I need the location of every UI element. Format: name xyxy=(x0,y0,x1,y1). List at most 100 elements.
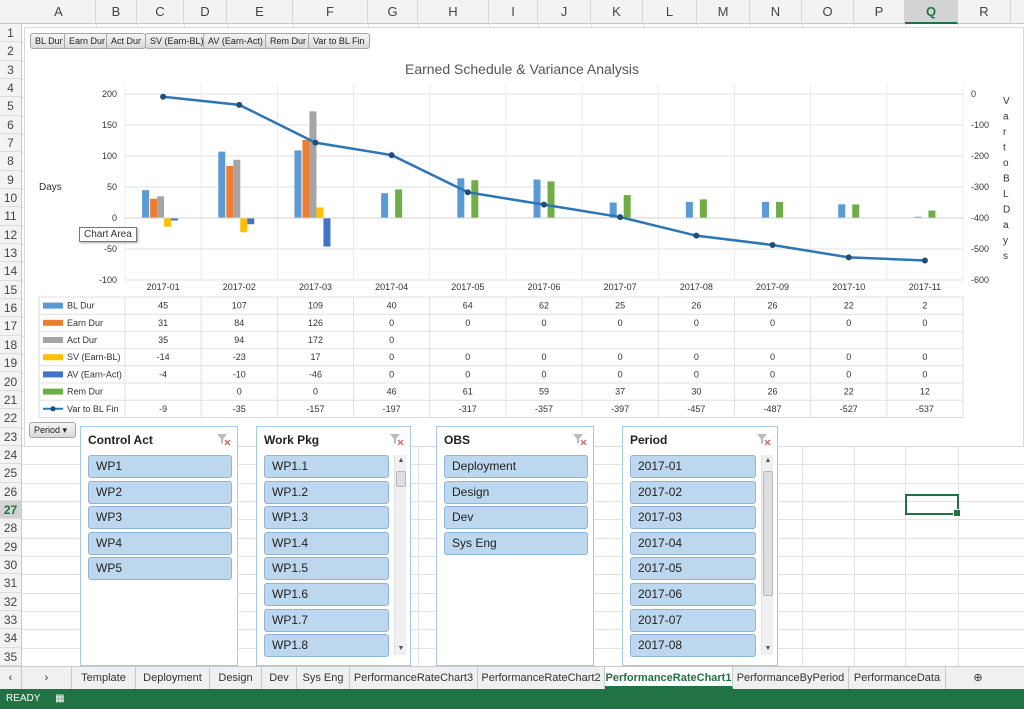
clear-filter-icon[interactable] xyxy=(755,432,771,446)
column-header-h[interactable]: H xyxy=(418,0,489,24)
row-header-1[interactable]: 1 xyxy=(0,24,21,43)
bar-bl-dur-2017-10[interactable] xyxy=(838,204,846,218)
line-point-2017-11[interactable] xyxy=(921,257,928,264)
slicer-item[interactable]: 2017-08 xyxy=(630,634,756,658)
slicer-item[interactable]: WP1.4 xyxy=(264,531,389,555)
column-header-r[interactable]: R xyxy=(958,0,1011,24)
bar-bl-dur-2017-01[interactable] xyxy=(142,190,150,218)
row-header-5[interactable]: 5 xyxy=(0,97,21,116)
slicer-item[interactable]: WP1.8 xyxy=(264,634,389,658)
row-header-14[interactable]: 14 xyxy=(0,262,21,281)
line-point-2017-07[interactable] xyxy=(617,214,624,221)
line-point-2017-02[interactable] xyxy=(236,101,243,108)
bar-earn-dur-2017-03[interactable] xyxy=(302,139,310,218)
column-header-b[interactable]: B xyxy=(96,0,137,24)
bar-bl-dur-2017-04[interactable] xyxy=(381,193,389,218)
row-header-10[interactable]: 10 xyxy=(0,189,21,208)
bar-bl-dur-2017-02[interactable] xyxy=(218,151,226,218)
bar-rem-dur-2017-06[interactable] xyxy=(547,181,555,218)
bar-rem-dur-2017-11[interactable] xyxy=(928,210,936,218)
line-point-2017-05[interactable] xyxy=(464,189,471,196)
scrollbar-thumb[interactable] xyxy=(396,471,406,487)
slicer-item[interactable]: WP1.5 xyxy=(264,557,389,581)
clear-filter-icon[interactable] xyxy=(571,432,587,446)
filter-button[interactable]: Act Dur xyxy=(106,33,147,49)
row-header-34[interactable]: 34 xyxy=(0,629,21,648)
slicer-item[interactable]: 2017-01 xyxy=(630,455,756,478)
row-header-27[interactable]: 27 xyxy=(0,500,21,520)
bar-rem-dur-2017-08[interactable] xyxy=(699,199,707,218)
column-header-p[interactable]: P xyxy=(854,0,905,24)
column-header-d[interactable]: D xyxy=(184,0,227,24)
bar-av-earn-act--2017-03[interactable] xyxy=(323,218,331,247)
chart-area[interactable]: BL Dur Earn Dur Act Dur SV (Earn-BL) AV (Ear… xyxy=(24,27,1024,447)
row-header-6[interactable]: 6 xyxy=(0,116,21,135)
sheet-tab-performanceratechart3[interactable]: PerformanceRateChart3 xyxy=(350,667,478,689)
sheet-tab-dev[interactable]: Dev xyxy=(262,667,297,689)
bar-earn-dur-2017-01[interactable] xyxy=(150,198,158,218)
slicer-item[interactable]: WP1 xyxy=(88,455,232,478)
slicer-scrollbar[interactable]: ▲ ▼ xyxy=(394,455,406,655)
bar-rem-dur-2017-05[interactable] xyxy=(471,180,479,218)
line-point-2017-06[interactable] xyxy=(541,201,547,208)
row-header-4[interactable]: 4 xyxy=(0,79,21,98)
bar-act-dur-2017-03[interactable] xyxy=(309,111,317,218)
clear-filter-icon[interactable] xyxy=(215,432,231,446)
scroll-down-icon[interactable]: ▼ xyxy=(397,645,405,652)
slicer-item[interactable]: WP1.6 xyxy=(264,583,389,606)
slicer-item[interactable]: WP1.3 xyxy=(264,506,389,530)
slicer-item[interactable]: 2017-04 xyxy=(630,531,756,555)
line-point-2017-03[interactable] xyxy=(312,139,319,146)
bar-rem-dur-2017-04[interactable] xyxy=(395,189,403,218)
row-header-20[interactable]: 20 xyxy=(0,373,21,391)
bar-bl-dur-2017-07[interactable] xyxy=(609,202,617,219)
bar-rem-dur-2017-07[interactable] xyxy=(623,195,631,218)
add-sheet-icon[interactable]: ⊕ xyxy=(973,672,983,684)
scroll-right-icon[interactable]: › xyxy=(22,667,72,689)
slicer-item[interactable]: 2017-07 xyxy=(630,608,756,632)
scroll-up-icon[interactable]: ▲ xyxy=(397,457,405,464)
slicer-scrollbar[interactable]: ▲ ▼ xyxy=(761,455,773,655)
slicer-item[interactable]: 2017-05 xyxy=(630,557,756,581)
sheet-tab-performancedata[interactable]: PerformanceData xyxy=(849,667,946,689)
row-header-22[interactable]: 22 xyxy=(0,409,21,428)
row-header-19[interactable]: 19 xyxy=(0,354,21,373)
bar-rem-dur-2017-09[interactable] xyxy=(776,201,784,218)
row-header-17[interactable]: 17 xyxy=(0,317,21,336)
row-header-2[interactable]: 2 xyxy=(0,42,21,61)
bar-bl-dur-2017-09[interactable] xyxy=(762,201,770,218)
scrollbar-thumb[interactable] xyxy=(763,471,773,596)
row-header-21[interactable]: 21 xyxy=(0,391,21,410)
filter-button[interactable]: Rem Dur xyxy=(265,33,312,49)
filter-button[interactable]: Var to BL Fin xyxy=(308,33,370,49)
bar-av-earn-act--2017-01[interactable] xyxy=(171,218,179,221)
slicer-item[interactable]: 2017-02 xyxy=(630,480,756,504)
column-header-g[interactable]: G xyxy=(368,0,418,24)
sheet-tab-deployment[interactable]: Deployment xyxy=(136,667,210,689)
row-header-24[interactable]: 24 xyxy=(0,446,21,465)
sheet-tab-performancebyperiod[interactable]: PerformanceByPeriod xyxy=(733,667,849,689)
scroll-up-icon[interactable]: ▲ xyxy=(764,457,772,464)
column-header-m[interactable]: M xyxy=(697,0,750,24)
bar-bl-dur-2017-03[interactable] xyxy=(294,150,302,218)
slicer-item[interactable]: Sys Eng xyxy=(444,531,588,555)
slicer-item[interactable]: WP3 xyxy=(88,506,232,530)
sheet-tab-template[interactable]: Template xyxy=(72,667,136,689)
row-header-29[interactable]: 29 xyxy=(0,538,21,556)
slicer-item[interactable]: WP5 xyxy=(88,557,232,581)
row-header-7[interactable]: 7 xyxy=(0,134,21,153)
line-point-2017-04[interactable] xyxy=(388,152,395,159)
line-point-2017-01[interactable] xyxy=(160,93,167,100)
slicer-item[interactable]: Design xyxy=(444,480,588,504)
sheet-tab-sys-eng[interactable]: Sys Eng xyxy=(297,667,350,689)
column-header-l[interactable]: L xyxy=(643,0,697,24)
column-header-f[interactable]: F xyxy=(293,0,368,24)
sheet-tab-performanceratechart1[interactable]: PerformanceRateChart1 xyxy=(605,667,733,689)
period-field-button[interactable]: Period ▾ xyxy=(29,422,76,438)
row-header-32[interactable]: 32 xyxy=(0,593,21,611)
bar-bl-dur-2017-06[interactable] xyxy=(533,179,541,218)
slicer-item[interactable]: WP1.2 xyxy=(264,480,389,504)
slicer-item[interactable]: Deployment xyxy=(444,455,588,478)
row-header-30[interactable]: 30 xyxy=(0,556,21,575)
slicer-item[interactable]: 2017-03 xyxy=(630,506,756,530)
